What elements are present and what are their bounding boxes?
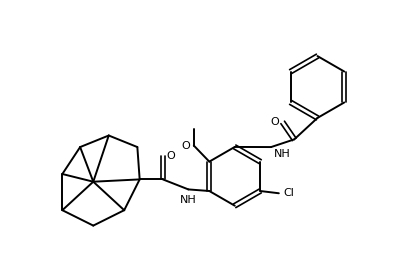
Text: O: O [181, 140, 190, 150]
Text: NH: NH [274, 149, 290, 159]
Text: O: O [270, 117, 279, 127]
Text: O: O [166, 151, 175, 161]
Text: Cl: Cl [283, 188, 294, 198]
Text: NH: NH [180, 195, 197, 205]
